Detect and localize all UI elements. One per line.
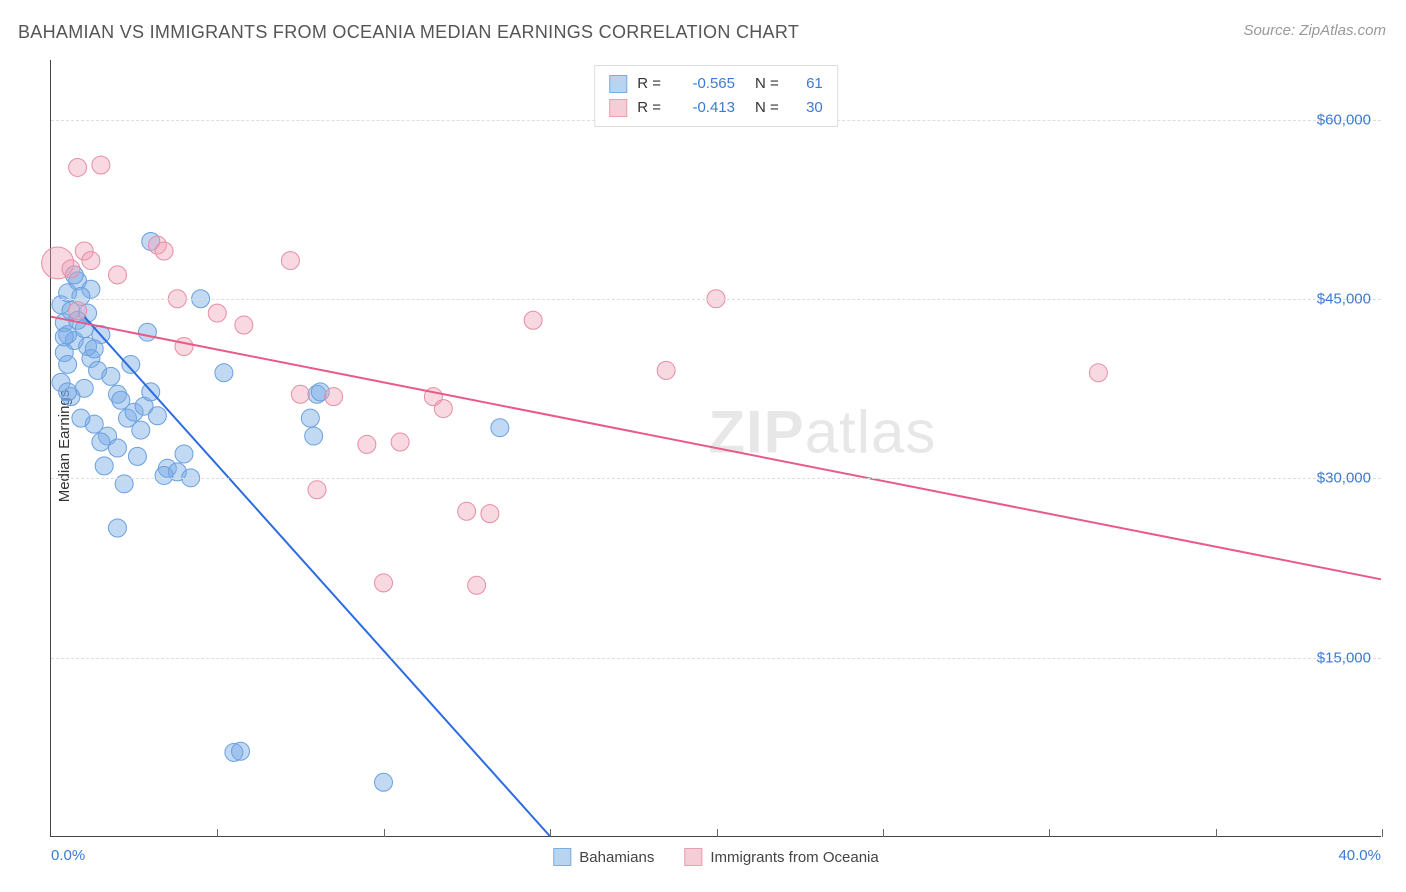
legend-swatch — [609, 99, 627, 117]
data-point — [82, 252, 100, 270]
series-legend: Bahamians Immigrants from Oceania — [553, 848, 878, 866]
data-point — [109, 519, 127, 537]
data-point — [301, 409, 319, 427]
legend-series-name: Bahamians — [579, 849, 654, 866]
data-point — [148, 407, 166, 425]
data-point — [375, 574, 393, 592]
legend-item: Immigrants from Oceania — [684, 848, 878, 866]
y-tick-label: $15,000 — [1317, 649, 1371, 666]
y-tick-label: $60,000 — [1317, 111, 1371, 128]
legend-n-label: N = — [755, 96, 779, 120]
grid-line — [51, 478, 1381, 479]
x-tick — [550, 829, 551, 837]
data-point — [59, 355, 77, 373]
trend-line — [51, 317, 1381, 580]
plot-area: R =-0.565N =61R =-0.413N =30 ZIPatlas 0.… — [50, 60, 1381, 837]
legend-r-label: R = — [637, 96, 661, 120]
legend-series-name: Immigrants from Oceania — [710, 849, 878, 866]
y-tick-label: $45,000 — [1317, 291, 1371, 308]
data-point — [358, 435, 376, 453]
data-point — [122, 355, 140, 373]
chart-container: BAHAMIAN VS IMMIGRANTS FROM OCEANIA MEDI… — [0, 0, 1406, 892]
legend-r-label: R = — [637, 72, 661, 96]
data-point — [138, 323, 156, 341]
data-point — [208, 304, 226, 322]
plot-svg — [51, 60, 1381, 836]
data-point — [132, 421, 150, 439]
data-point — [62, 260, 80, 278]
legend-n-value: 61 — [793, 72, 823, 96]
x-tick — [1382, 829, 1383, 837]
legend-r-value: -0.413 — [675, 96, 735, 120]
data-point — [657, 361, 675, 379]
data-point — [92, 433, 110, 451]
legend-r-value: -0.565 — [675, 72, 735, 96]
data-point — [481, 505, 499, 523]
data-point — [155, 466, 173, 484]
data-point — [92, 156, 110, 174]
data-point — [175, 445, 193, 463]
x-tick — [883, 829, 884, 837]
legend-swatch — [609, 75, 627, 93]
x-tick — [384, 829, 385, 837]
x-tick — [1216, 829, 1217, 837]
data-point — [235, 316, 253, 334]
legend-row: R = -0.565 N = 61 — [609, 72, 823, 96]
data-point — [434, 400, 452, 418]
chart-title: BAHAMIAN VS IMMIGRANTS FROM OCEANIA MEDI… — [18, 22, 799, 43]
data-point — [72, 409, 90, 427]
x-tick — [1049, 829, 1050, 837]
x-tick — [217, 829, 218, 837]
data-point — [491, 419, 509, 437]
data-point — [95, 457, 113, 475]
data-point — [391, 433, 409, 451]
data-point — [458, 502, 476, 520]
data-point — [59, 383, 77, 401]
data-point — [85, 340, 103, 358]
legend-swatch — [553, 848, 571, 866]
data-point — [109, 439, 127, 457]
data-point — [232, 742, 250, 760]
legend-swatch — [684, 848, 702, 866]
x-max-label: 40.0% — [1338, 847, 1381, 864]
data-point — [69, 158, 87, 176]
x-tick — [717, 829, 718, 837]
x-min-label: 0.0% — [51, 847, 85, 864]
legend-n-value: 30 — [793, 96, 823, 120]
data-point — [468, 576, 486, 594]
legend-n-label: N = — [755, 72, 779, 96]
data-point — [375, 773, 393, 791]
data-point — [524, 311, 542, 329]
data-point — [155, 242, 173, 260]
data-point — [308, 481, 326, 499]
grid-line — [51, 658, 1381, 659]
data-point — [291, 385, 309, 403]
data-point — [1089, 364, 1107, 382]
grid-line — [51, 299, 1381, 300]
data-point — [175, 338, 193, 356]
data-point — [128, 447, 146, 465]
correlation-legend: R = -0.565 N = 61 R = -0.413 N = 30 — [594, 65, 838, 127]
data-point — [55, 328, 73, 346]
data-point — [69, 302, 87, 320]
source-label: Source: ZipAtlas.com — [1243, 22, 1386, 39]
legend-row: R = -0.413 N = 30 — [609, 96, 823, 120]
data-point — [325, 388, 343, 406]
data-point — [109, 266, 127, 284]
data-point — [102, 367, 120, 385]
data-point — [281, 252, 299, 270]
data-point — [215, 364, 233, 382]
data-point — [305, 427, 323, 445]
legend-item: Bahamians — [553, 848, 654, 866]
y-tick-label: $30,000 — [1317, 470, 1371, 487]
